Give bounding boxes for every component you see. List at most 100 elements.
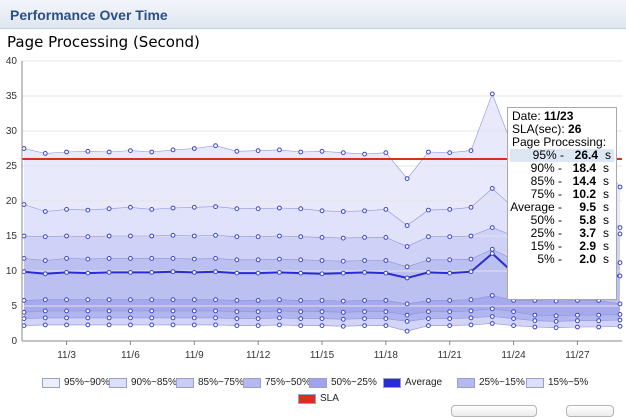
data-point xyxy=(255,257,261,263)
data-point xyxy=(106,297,112,303)
data-point xyxy=(340,209,346,214)
data-point xyxy=(213,315,218,321)
data-point xyxy=(362,316,367,322)
data-point xyxy=(426,257,431,263)
legend-swatch xyxy=(109,378,127,388)
data-point xyxy=(319,323,325,329)
data-point xyxy=(128,322,133,328)
data-point xyxy=(191,233,197,239)
data-point xyxy=(362,270,367,275)
data-point xyxy=(447,316,453,322)
data-tooltip: Date: 11/23 SLA(sec): 26 Page Processing… xyxy=(507,107,617,300)
tooltip-row-unit: s xyxy=(603,187,609,201)
data-point xyxy=(383,298,389,303)
data-point xyxy=(362,298,367,303)
data-point xyxy=(149,297,155,303)
data-point xyxy=(170,308,176,314)
data-point xyxy=(21,233,27,239)
data-point xyxy=(553,319,559,324)
data-point xyxy=(617,301,623,307)
footer-button-2[interactable] xyxy=(566,405,614,417)
data-point xyxy=(319,148,325,154)
tooltip-date: Date: 11/23 xyxy=(512,109,574,123)
data-point xyxy=(85,270,91,276)
data-point xyxy=(64,297,69,303)
data-point xyxy=(298,309,304,315)
data-point xyxy=(277,322,282,328)
data-point xyxy=(617,312,623,317)
data-point xyxy=(404,176,410,182)
tooltip-row-value: 14.4 xyxy=(572,174,596,188)
data-point xyxy=(277,270,282,275)
data-point xyxy=(617,323,623,329)
y-tick-label: 10 xyxy=(6,266,18,277)
data-point xyxy=(64,315,69,321)
data-point xyxy=(85,207,91,213)
data-point xyxy=(106,308,112,314)
tooltip-row: 95% - 26.4 s xyxy=(510,149,614,162)
x-tick-label: 11/3 xyxy=(57,350,76,361)
data-point xyxy=(489,321,495,326)
data-point xyxy=(298,323,304,329)
data-point xyxy=(191,315,197,321)
tooltip-row-label: 15% - xyxy=(530,239,562,253)
legend-swatch xyxy=(383,378,401,388)
data-point xyxy=(170,205,176,211)
data-point xyxy=(255,234,261,240)
legend-label: 25%~15% xyxy=(479,377,525,388)
tooltip-row-unit: s xyxy=(603,239,609,253)
data-point xyxy=(191,322,197,328)
data-point xyxy=(21,269,27,275)
data-point xyxy=(468,233,474,239)
data-point xyxy=(617,184,623,190)
data-point xyxy=(234,323,240,329)
tooltip-heading: Page Processing: xyxy=(512,135,607,149)
data-point xyxy=(468,148,474,154)
data-point xyxy=(149,256,155,261)
tooltip-row-value: 26.4 xyxy=(574,148,598,162)
data-point xyxy=(234,270,240,276)
chart-legend: 95%~90% 90%~85% 85%~75% 75%~50% 50%~25% Avera… xyxy=(0,370,626,413)
data-point xyxy=(128,233,133,239)
data-point xyxy=(191,146,197,151)
data-point xyxy=(42,151,48,156)
legend-swatch xyxy=(526,378,544,388)
y-tick-label: 40 xyxy=(6,56,18,67)
data-point xyxy=(468,256,474,262)
data-point xyxy=(319,316,325,322)
tooltip-row-unit: s xyxy=(603,174,609,188)
legend-label: SLA xyxy=(320,393,339,404)
footer-button-1[interactable] xyxy=(451,405,537,417)
data-point xyxy=(149,315,155,321)
data-point xyxy=(340,235,346,241)
tooltip-row: 50% - 5.8 s xyxy=(512,214,612,227)
data-point xyxy=(42,297,48,303)
data-point xyxy=(511,316,516,322)
data-point xyxy=(362,208,367,214)
data-point xyxy=(468,269,474,275)
x-tick-label: 11/15 xyxy=(310,350,335,361)
data-point xyxy=(85,315,91,321)
data-point xyxy=(447,207,453,212)
data-point xyxy=(362,235,367,240)
tooltip-row: 5% - 2.0 s xyxy=(512,253,612,266)
data-point xyxy=(64,149,69,155)
data-point xyxy=(170,232,176,238)
data-point xyxy=(340,323,346,329)
data-point xyxy=(596,312,602,318)
data-point xyxy=(213,204,218,210)
data-point xyxy=(383,270,389,276)
tooltip-row-label: 25% - xyxy=(530,226,562,240)
data-point xyxy=(319,309,325,315)
tooltip-row-unit: s xyxy=(603,226,609,240)
data-point xyxy=(319,298,325,303)
data-point xyxy=(128,315,133,321)
data-point xyxy=(426,323,431,329)
x-tick-label: 11/18 xyxy=(374,350,399,361)
data-point xyxy=(362,323,367,329)
data-point xyxy=(404,312,410,318)
data-point xyxy=(426,270,431,275)
tooltip-row-label: 50% - xyxy=(530,213,562,227)
data-point xyxy=(42,258,48,263)
legend-label: 75%~50% xyxy=(265,377,311,388)
